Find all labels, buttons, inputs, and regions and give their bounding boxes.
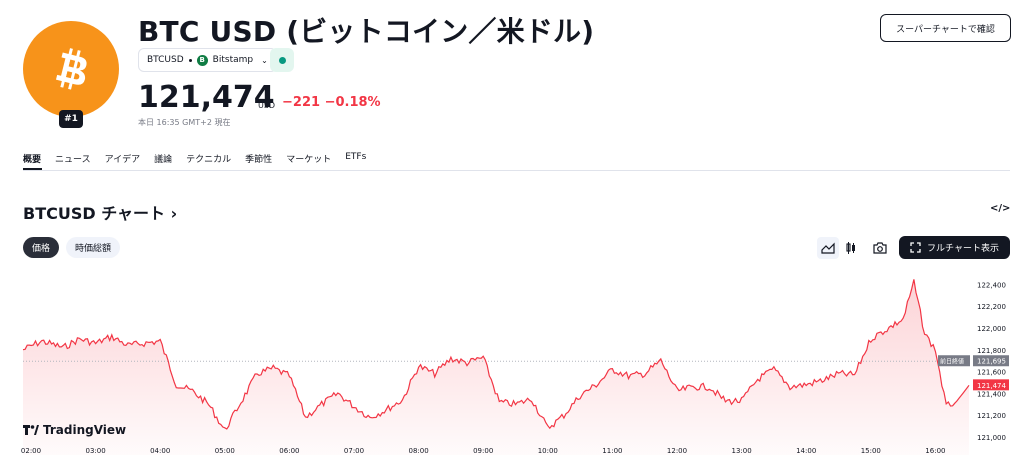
bitcoin-icon (55, 48, 87, 90)
tradingview-wordmark: TradingView (43, 423, 127, 437)
super-chart-button[interactable]: スーパーチャートで確認 (880, 14, 1011, 42)
x-tick-label: 02:00 (21, 447, 41, 455)
x-tick-label: 15:00 (861, 447, 881, 455)
y-tick-label: 121,000 (977, 434, 1006, 442)
x-tick-label: 10:00 (538, 447, 558, 455)
embed-code-icon[interactable]: </> (990, 203, 1011, 214)
last-price-label: 121,474 (977, 382, 1006, 390)
x-tick-label: 13:00 (732, 447, 752, 455)
prev-close-value-bg (973, 355, 1009, 367)
x-tick-label: 07:00 (344, 447, 364, 455)
market-cap-toggle[interactable]: 時価総額 (66, 237, 121, 258)
price-timestamp: 本日 16:35 GMT+2 現在 (138, 118, 231, 127)
full-chart-label: フルチャート表示 (927, 244, 999, 254)
tab-overview[interactable]: 概要 (23, 155, 42, 165)
page-title: BTC USD (ビットコイン／米ドル) (138, 15, 595, 48)
y-tick-label: 122,200 (977, 303, 1006, 311)
market-open-dot-icon (278, 56, 286, 64)
prev-close-value: 121,695 (977, 358, 1006, 366)
chart-section-title-text: BTCUSD チャート (23, 204, 166, 223)
x-tick-label: 09:00 (473, 447, 493, 455)
tab-discussion[interactable]: 議論 (154, 155, 173, 165)
active-tab-underline (23, 168, 42, 170)
price-chart[interactable]: 122,400 122,200 122,000 121,800 121,600 121,4… (0, 265, 1024, 465)
area-chart-icon (821, 242, 835, 254)
tab-ideas[interactable]: アイデア (104, 155, 141, 165)
y-tick-label: 122,000 (977, 325, 1006, 333)
camera-icon (873, 242, 887, 254)
prev-close-label: 前日終値 (940, 358, 964, 366)
price-area-fill (23, 279, 969, 455)
tab-news[interactable]: ニュース (55, 155, 91, 165)
price-change: −221 −0.18% (282, 95, 381, 110)
x-tick-label: 05:00 (215, 447, 235, 455)
x-tick-label: 14:00 (796, 447, 816, 455)
bitcoin-logo (23, 21, 119, 117)
y-tick-label: 121,200 (977, 412, 1006, 420)
tab-seasonals[interactable]: 季節性 (245, 155, 273, 165)
chevron-down-icon: ⌄ (261, 55, 268, 65)
x-tick-label: 16:00 (925, 447, 945, 455)
area-chart-button[interactable] (817, 237, 839, 259)
y-tick-label: 121,800 (977, 347, 1006, 355)
exchange-label: Bitstamp (212, 55, 254, 65)
price-currency: USD (258, 101, 276, 110)
chevron-right-icon: › (170, 204, 178, 223)
candles-icon (846, 242, 855, 254)
tab-technicals[interactable]: テクニカル (186, 155, 232, 165)
y-tick-label: 122,400 (977, 281, 1006, 289)
x-tick-label: 06:00 (279, 447, 299, 455)
tab-bar: 概要 ニュース アイデア 議論 テクニカル 季節性 マーケット ETFs (23, 152, 366, 171)
market-status-indicator[interactable] (270, 48, 294, 72)
x-tick-label: 03:00 (86, 447, 106, 455)
symbol-label: BTCUSD (147, 55, 184, 65)
price-toggle[interactable]: 価格 (23, 237, 60, 258)
prev-close-label-bg (938, 355, 970, 367)
separator-dot (188, 58, 192, 62)
rank-badge: #1 (59, 110, 83, 128)
tradingview-logo-icon (23, 425, 39, 435)
full-chart-button[interactable]: フルチャート表示 (899, 236, 1010, 259)
x-tick-label: 08:00 (409, 447, 429, 455)
tradingview-watermark: TradingView (23, 423, 126, 437)
symbol-exchange-selector[interactable]: BTCUSD B Bitstamp ⌄ (138, 48, 277, 72)
price-change-abs: −221 (282, 95, 321, 110)
price-change-pct: −0.18% (324, 95, 381, 110)
snapshot-button[interactable] (869, 237, 891, 259)
x-tick-label: 04:00 (150, 447, 170, 455)
tab-etfs[interactable]: ETFs (345, 152, 367, 162)
x-tick-label: 11:00 (602, 447, 622, 455)
chart-section-title[interactable]: BTCUSD チャート › (23, 200, 177, 224)
tab-markets[interactable]: マーケット (286, 155, 332, 165)
y-tick-label: 121,400 (977, 390, 1006, 398)
candles-chart-button[interactable] (840, 237, 862, 259)
fullscreen-icon (910, 242, 921, 253)
y-tick-label: 121,600 (977, 369, 1006, 377)
tab-divider (23, 170, 1010, 171)
current-price: 121,474 (138, 80, 275, 115)
x-tick-label: 12:00 (667, 447, 687, 455)
price-series-line (22, 279, 970, 430)
last-price-bg (973, 379, 1009, 391)
bitstamp-icon: B (196, 54, 208, 66)
